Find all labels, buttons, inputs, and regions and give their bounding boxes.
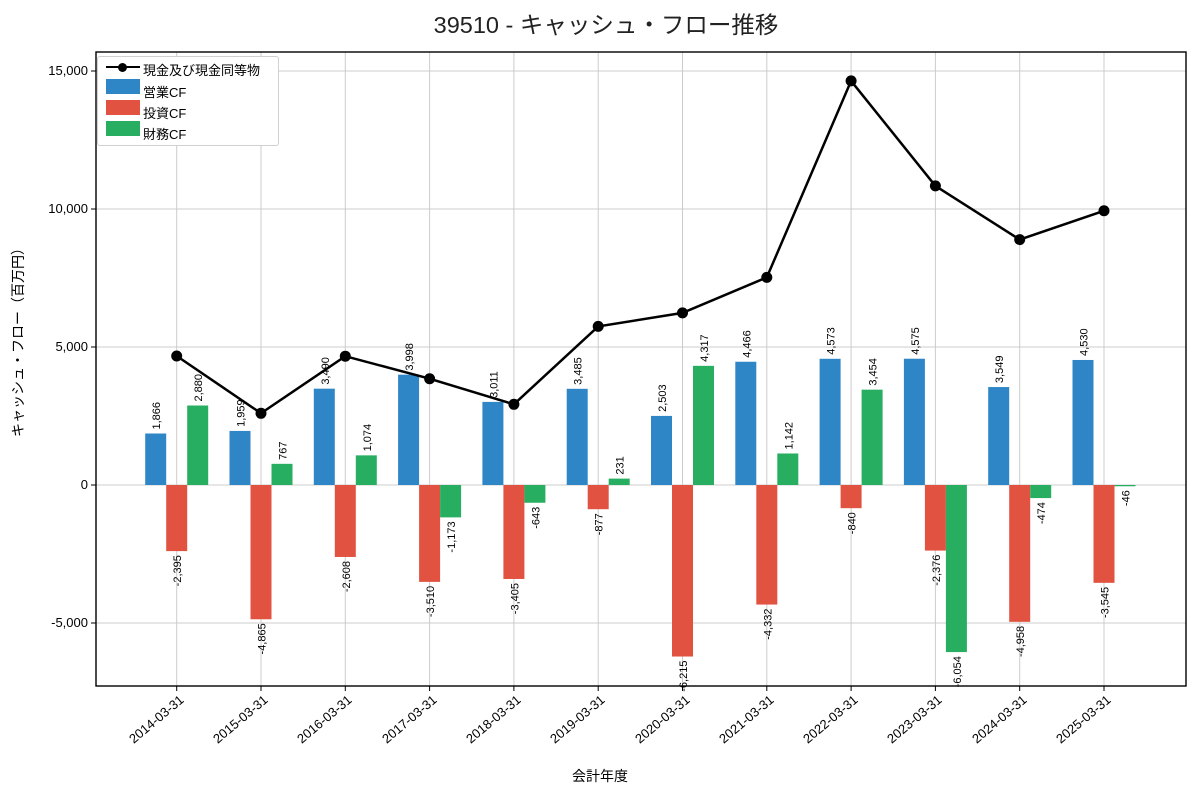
svg-text:15,000: 15,000 (48, 63, 88, 78)
svg-text:-2,395: -2,395 (172, 555, 184, 586)
svg-text:-474: -474 (1036, 502, 1048, 524)
svg-text:-5,000: -5,000 (51, 615, 88, 630)
svg-text:2,503: 2,503 (657, 384, 669, 412)
svg-text:-4,958: -4,958 (1015, 626, 1027, 657)
svg-text:4,573: 4,573 (826, 327, 838, 355)
svg-text:-643: -643 (530, 507, 542, 529)
svg-text:4,530: 4,530 (1079, 328, 1091, 356)
svg-text:3,454: 3,454 (868, 358, 880, 386)
svg-text:-1,173: -1,173 (446, 521, 458, 552)
svg-text:3,485: 3,485 (573, 357, 585, 385)
svg-text:-2,376: -2,376 (931, 555, 943, 586)
svg-text:3,549: 3,549 (994, 356, 1006, 384)
svg-text:-6,054: -6,054 (952, 656, 964, 687)
svg-text:-3,510: -3,510 (425, 586, 437, 617)
svg-text:-2,608: -2,608 (341, 561, 353, 592)
svg-text:5,000: 5,000 (55, 339, 88, 354)
svg-text:4,466: 4,466 (741, 330, 753, 358)
svg-text:-3,405: -3,405 (509, 583, 521, 614)
svg-text:1,866: 1,866 (151, 402, 163, 430)
svg-text:-6,215: -6,215 (678, 661, 690, 692)
svg-text:231: 231 (615, 456, 627, 474)
svg-text:1,074: 1,074 (362, 424, 374, 452)
svg-text:-877: -877 (594, 513, 606, 535)
svg-text:1,142: 1,142 (783, 422, 795, 450)
svg-text:3,998: 3,998 (404, 343, 416, 371)
svg-text:4,317: 4,317 (699, 334, 711, 362)
svg-text:-46: -46 (1121, 490, 1133, 506)
svg-text:3,011: 3,011 (488, 371, 500, 398)
svg-text:0: 0 (81, 477, 88, 492)
svg-text:-3,545: -3,545 (1100, 587, 1112, 618)
svg-text:-4,865: -4,865 (257, 623, 269, 654)
svg-text:-840: -840 (847, 512, 859, 534)
svg-text:2,880: 2,880 (193, 374, 205, 402)
svg-text:4,575: 4,575 (910, 327, 922, 355)
svg-text:-4,332: -4,332 (762, 609, 774, 640)
svg-text:767: 767 (278, 441, 290, 459)
svg-text:10,000: 10,000 (48, 201, 88, 216)
